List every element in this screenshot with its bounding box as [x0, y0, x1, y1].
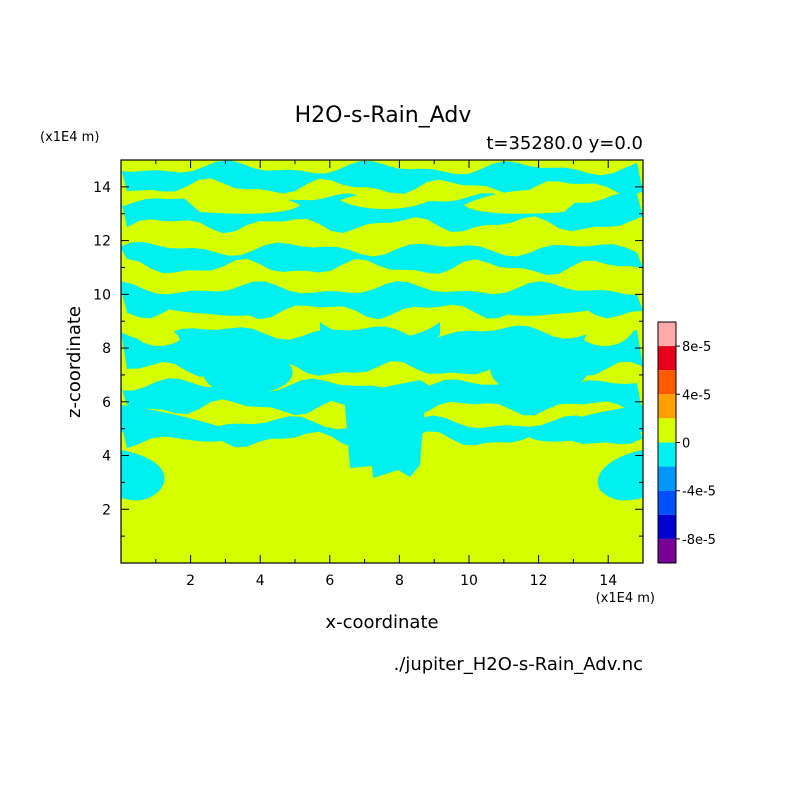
- y-tick-label: 8: [102, 341, 111, 357]
- colorbar-label: -8e-5: [682, 533, 716, 548]
- colorbar-label: 8e-5: [682, 340, 711, 355]
- left-mid-streak: [121, 405, 237, 442]
- y-tick-label: 10: [93, 287, 111, 303]
- x-tick-label: 2: [186, 573, 195, 589]
- colorbar-label: -4e-5: [682, 485, 716, 500]
- colorbar-swatch: [658, 346, 676, 371]
- x-tick-label: 14: [599, 573, 617, 589]
- y-axis-label: z-coordinate: [64, 306, 85, 418]
- island-top-center: [340, 192, 430, 209]
- island-top-right: [464, 189, 584, 214]
- colorbar-labels: 8e-5 4e-5 0 -4e-5 -8e-5: [676, 340, 716, 548]
- y-tick-label: 2: [102, 502, 111, 518]
- colorbar-swatch: [658, 370, 676, 395]
- y-unit-label: (x1E4 m): [40, 130, 99, 145]
- y-tick-label: 14: [93, 180, 111, 196]
- axis-ticks: [121, 160, 643, 563]
- x-tick-label: 10: [460, 573, 478, 589]
- colorbar-swatch: [658, 490, 676, 515]
- right-lobe: [489, 342, 591, 396]
- island-top-left: [180, 189, 300, 214]
- x-tick-label: 8: [395, 573, 404, 589]
- footer-filename: ./jupiter_H2O-s-Rain_Adv.nc: [394, 654, 643, 675]
- island-mid-left: [130, 324, 180, 346]
- x-unit-label: (x1E4 m): [596, 591, 655, 606]
- colorbar-swatch: [658, 514, 676, 539]
- upper-left-arc: [150, 290, 272, 316]
- axis-tick-labels: 2 4 6 8 10 12 14 2 4 6 8 10 12 14: [93, 180, 617, 589]
- y-tick-label: 4: [102, 449, 111, 465]
- y-tick-label: 12: [93, 234, 111, 250]
- colorbar-swatch: [658, 394, 676, 419]
- colorbar: [658, 322, 676, 563]
- chart-title: H2O-s-Rain_Adv: [295, 103, 472, 128]
- colorbar-swatch: [658, 538, 676, 563]
- left-lower-flank: [121, 450, 165, 501]
- upper-right-arc: [492, 290, 614, 316]
- colorbar-swatch: [658, 418, 676, 443]
- cyan-blobs: [121, 290, 643, 501]
- plot-area: [121, 160, 643, 563]
- x-tick-label: 4: [256, 573, 265, 589]
- center-bowl: [320, 322, 440, 354]
- island-mid-right: [584, 324, 634, 346]
- y-tick-label: 6: [102, 395, 111, 411]
- right-mid-streak: [528, 405, 643, 442]
- chart-subtitle: t=35280.0 y=0.0: [486, 133, 643, 154]
- x-axis-label: x-coordinate: [325, 612, 438, 633]
- colorbar-label: 0: [682, 437, 690, 452]
- plot-frame: [120, 159, 644, 564]
- colorbar-swatch: [658, 466, 676, 491]
- x-tick-label: 6: [325, 573, 334, 589]
- cyan-band: [121, 160, 643, 196]
- colorbar-swatch: [658, 442, 676, 467]
- cyan-band: [121, 242, 643, 275]
- right-lower-flank: [597, 450, 643, 501]
- yellow-islands: [130, 189, 634, 346]
- left-lobe: [199, 341, 293, 396]
- colorbar-swatch: [658, 322, 676, 347]
- colorbar-label: 4e-5: [682, 388, 711, 403]
- x-tick-label: 12: [530, 573, 548, 589]
- central-intrusion: [322, 380, 440, 478]
